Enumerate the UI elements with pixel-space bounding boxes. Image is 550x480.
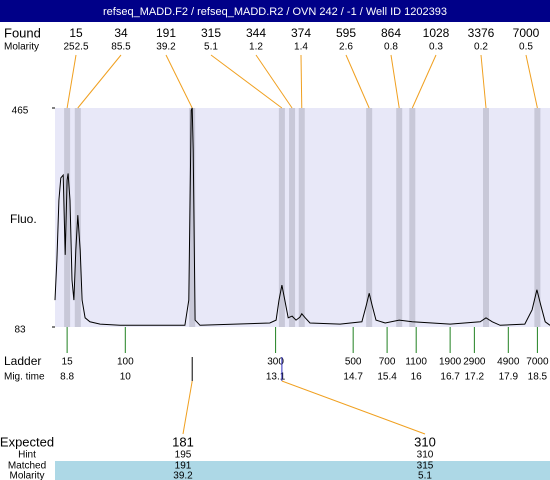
peak-size: 1028 <box>423 26 450 40</box>
ladder-time: 16 <box>411 372 423 383</box>
ladder-time: 14.7 <box>343 372 363 383</box>
ladder-size: 100 <box>117 357 134 368</box>
table-cell: 315 <box>417 461 434 472</box>
peak-molarity: 2.6 <box>339 42 353 53</box>
row-label: Expected <box>0 434 54 449</box>
match-connector <box>281 380 426 435</box>
peak-band <box>278 108 285 327</box>
table-cell: 181 <box>172 434 194 449</box>
peak-band <box>396 108 403 327</box>
row-label: Hint <box>18 450 36 461</box>
peak-connector <box>390 54 400 109</box>
match-connector <box>182 380 193 435</box>
y-tick-label: 465 <box>12 106 29 117</box>
peak-size: 191 <box>156 26 176 40</box>
ladder-time: 13.1 <box>266 372 286 383</box>
peak-size: 595 <box>336 26 356 40</box>
ladder-time: 17.2 <box>465 372 485 383</box>
peak-molarity: 1.4 <box>294 42 308 53</box>
molarity-row-bg <box>55 472 550 480</box>
matched-row-bg <box>55 461 550 472</box>
peak-molarity: 85.5 <box>111 42 131 53</box>
peak-band <box>298 108 305 327</box>
trace <box>54 107 550 326</box>
peak-connector <box>480 54 487 109</box>
ladder-time: 10 <box>120 372 132 383</box>
title-bar <box>0 0 550 22</box>
peak-connector <box>165 54 193 109</box>
peak-connector <box>66 54 77 109</box>
peak-molarity: 0.5 <box>519 42 533 53</box>
peak-molarity: 0.8 <box>384 42 398 53</box>
peak-band <box>189 108 196 327</box>
peak-molarity: 5.1 <box>204 42 218 53</box>
peak-molarity: 1.2 <box>249 42 263 53</box>
table-cell: 39.2 <box>173 471 193 480</box>
peak-band <box>64 108 71 327</box>
peak-band <box>409 108 416 327</box>
ladder-time: 15.4 <box>377 372 397 383</box>
peak-size: 15 <box>69 26 83 40</box>
peak-connector <box>411 54 437 109</box>
table-cell: 191 <box>175 461 192 472</box>
found-label: Found <box>4 25 41 40</box>
ladder-size: 300 <box>267 357 284 368</box>
peak-connector <box>77 54 122 109</box>
peak-band <box>366 108 373 327</box>
peak-size: 7000 <box>513 26 540 40</box>
peak-connector <box>255 54 293 109</box>
y-tick-label: 83 <box>14 325 26 336</box>
peak-size: 34 <box>114 26 128 40</box>
molarity-label: Molarity <box>4 42 39 53</box>
ladder-size: 1100 <box>405 357 427 368</box>
peak-molarity: 39.2 <box>156 42 176 53</box>
ladder-size: 15 <box>62 357 74 368</box>
peak-molarity: 0.2 <box>474 42 488 53</box>
table-cell: 5.1 <box>418 471 432 480</box>
ladder-size: 7000 <box>526 357 549 368</box>
peak-band <box>289 108 296 327</box>
peak-band <box>534 108 541 327</box>
table-cell: 195 <box>175 450 192 461</box>
ladder-time: 8.8 <box>60 372 74 383</box>
peak-molarity: 252.5 <box>63 42 88 53</box>
y-axis-label: Fluo. <box>10 212 37 226</box>
row-label: Molarity <box>9 471 44 480</box>
peak-molarity: 0.3 <box>429 42 443 53</box>
ladder-size: 500 <box>345 357 362 368</box>
ladder-label: Ladder <box>4 354 41 368</box>
peak-connector <box>210 54 283 109</box>
ladder-size: 2900 <box>463 357 486 368</box>
ladder-time: 17.9 <box>499 372 519 383</box>
table-cell: 310 <box>417 450 434 461</box>
ladder-size: 1900 <box>439 357 462 368</box>
peak-size: 344 <box>246 26 266 40</box>
title: refseq_MADD.F2 / refseq_MADD.R2 / OVN 24… <box>103 6 447 18</box>
peak-size: 315 <box>201 26 221 40</box>
ladder-size: 4900 <box>497 357 520 368</box>
ladder-time: 18.5 <box>528 372 548 383</box>
ladder-time: 16.7 <box>440 372 460 383</box>
peak-size: 864 <box>381 26 401 40</box>
table-cell: 310 <box>414 434 436 449</box>
peak-connector <box>525 54 538 109</box>
peak-band <box>483 108 490 327</box>
mig-time-label: Mig. time <box>4 372 45 383</box>
peak-connector <box>345 54 370 109</box>
row-label: Matched <box>8 461 46 472</box>
peak-size: 3376 <box>468 26 495 40</box>
ladder-size: 700 <box>379 357 396 368</box>
peak-size: 374 <box>291 26 311 40</box>
peak-connector <box>300 54 303 109</box>
